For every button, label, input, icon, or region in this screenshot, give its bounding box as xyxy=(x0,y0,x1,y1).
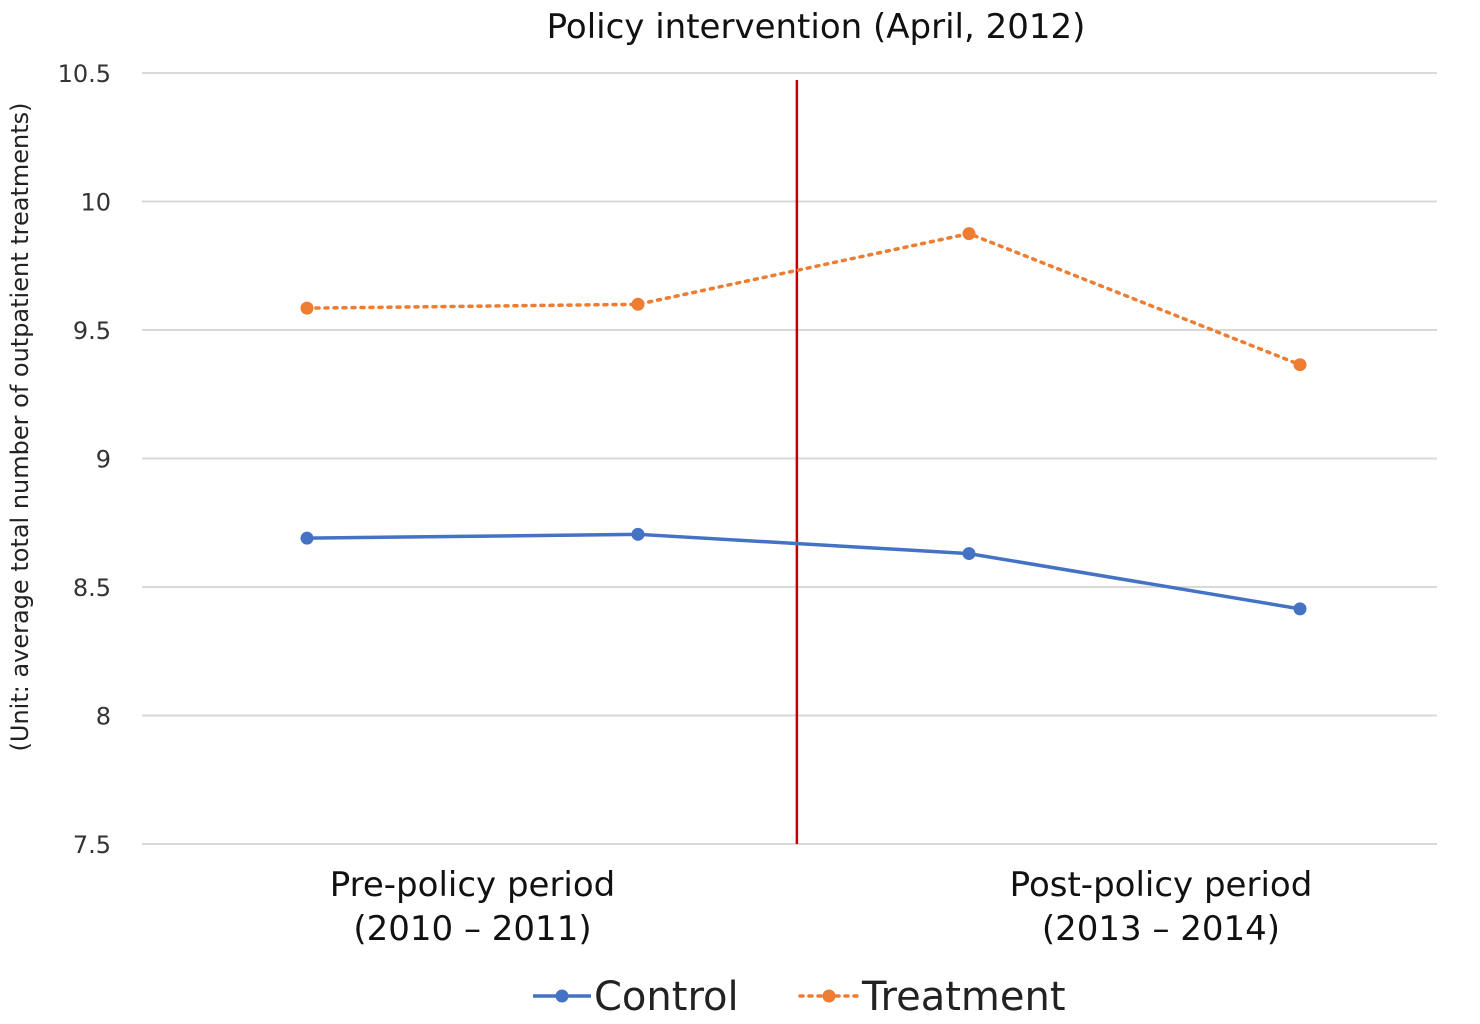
data-point-treatment xyxy=(300,301,314,315)
legend-marker-treatment xyxy=(822,989,836,1003)
legend-marker-control xyxy=(555,989,569,1003)
y-axis-label: (Unit: average total number of outpatien… xyxy=(6,103,34,752)
y-tick-label: 10.5 xyxy=(58,60,111,88)
y-tick-label: 7.5 xyxy=(73,831,111,859)
period-sublabel: (2013 – 2014) xyxy=(1042,909,1280,949)
period-labels: Pre-policy period(2010 – 2011) Post-polic… xyxy=(330,865,1313,949)
y-tick-label: 10 xyxy=(80,189,111,217)
data-point-control xyxy=(631,527,645,541)
chart-title: Policy intervention (April, 2012) xyxy=(547,7,1086,47)
data-point-control xyxy=(962,547,976,561)
series-line-control xyxy=(306,532,1301,611)
series-line-treatment xyxy=(305,231,1302,367)
y-tick-label: 9.5 xyxy=(73,317,111,345)
period-label: Post-policy period xyxy=(1010,865,1313,905)
period-sublabel: (2010 – 2011) xyxy=(353,909,591,949)
series xyxy=(300,227,1307,616)
y-tick-label: 8.5 xyxy=(73,574,111,602)
data-point-treatment xyxy=(1293,358,1307,372)
legend-label-treatment: Treatment xyxy=(861,974,1066,1020)
y-tick-labels: 10.5 10 9.5 9 8.5 8 7.5 xyxy=(58,60,111,859)
y-tick-label: 9 xyxy=(96,446,111,474)
legend: Control Treatment xyxy=(533,974,1066,1020)
data-point-treatment xyxy=(962,227,976,241)
data-point-control xyxy=(1293,602,1307,616)
period-label: Pre-policy period xyxy=(330,865,616,905)
data-point-treatment xyxy=(631,297,645,311)
data-point-control xyxy=(300,531,314,545)
gridlines xyxy=(142,72,1437,845)
legend-label-control: Control xyxy=(594,974,739,1020)
y-tick-label: 8 xyxy=(96,703,111,731)
